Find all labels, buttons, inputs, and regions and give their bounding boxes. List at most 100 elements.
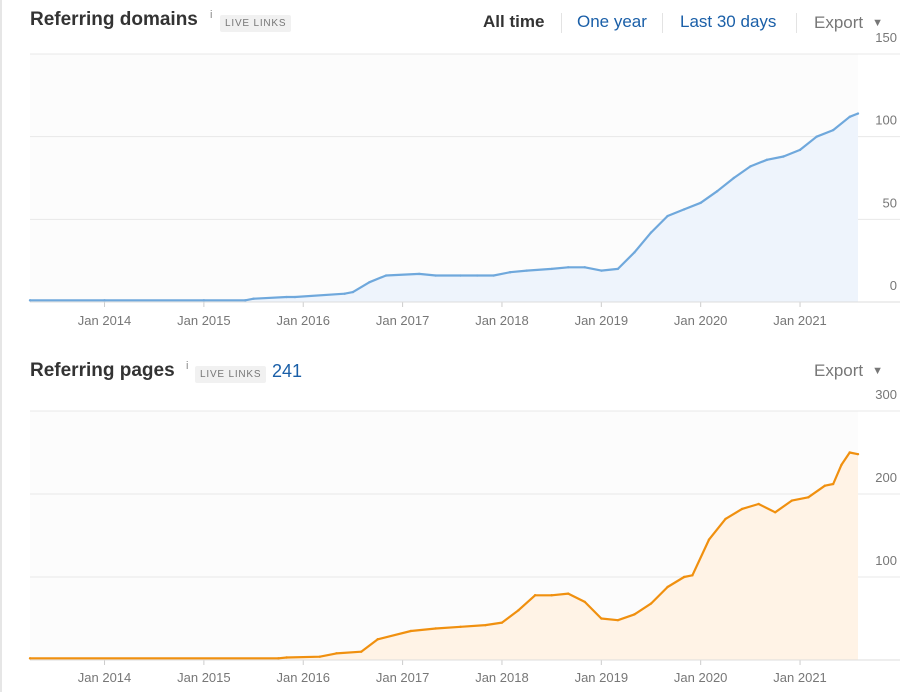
data-point bbox=[666, 585, 669, 589]
tab-divider bbox=[561, 13, 562, 33]
y-tick-label: 100 bbox=[875, 113, 897, 128]
data-point bbox=[666, 214, 669, 218]
data-point bbox=[732, 176, 735, 180]
y-tick-label: 200 bbox=[875, 470, 897, 485]
data-point bbox=[691, 574, 694, 577]
referring-domains-title: Referring domains bbox=[30, 9, 198, 30]
data-point bbox=[492, 274, 495, 277]
data-point bbox=[848, 451, 851, 454]
data-point bbox=[500, 621, 504, 624]
series-line bbox=[30, 451, 859, 660]
data-point bbox=[774, 511, 777, 514]
data-point bbox=[707, 538, 711, 541]
chevron-down-icon: ▼ bbox=[872, 17, 884, 29]
data-point bbox=[525, 269, 528, 272]
data-point bbox=[724, 517, 727, 521]
tab-divider bbox=[662, 13, 663, 33]
x-tick-label: Jan 2017 bbox=[376, 670, 430, 685]
tab-one-year[interactable]: One year bbox=[577, 12, 647, 31]
x-tick-label: Jan 2017 bbox=[376, 313, 430, 328]
x-tick-label: Jan 2019 bbox=[575, 670, 629, 685]
x-tick-label: Jan 2019 bbox=[575, 313, 629, 328]
x-tick-label: Jan 2018 bbox=[475, 670, 529, 685]
data-point bbox=[567, 592, 570, 595]
domains-info-icon[interactable]: i bbox=[210, 9, 213, 21]
domains-live-links-badge: LIVE LINKS bbox=[220, 15, 292, 32]
referring-pages-count: 241 bbox=[272, 361, 303, 381]
data-point bbox=[244, 299, 247, 302]
data-point bbox=[682, 575, 686, 579]
data-point bbox=[831, 128, 835, 132]
data-point bbox=[616, 267, 620, 271]
data-point bbox=[360, 650, 363, 653]
data-point bbox=[434, 627, 437, 630]
data-point bbox=[765, 158, 769, 162]
referring-pages-chart: 100 200 300 Jan 2014 Jan 2015 Jan 2016 Jan 201… bbox=[28, 387, 900, 685]
data-point bbox=[277, 657, 280, 660]
x-tick-label: Jan 2016 bbox=[276, 313, 330, 328]
referring-domains-chart: 0 50 100 150 Jan 2014 Jan 2015 Jan 2016 Jan 201… bbox=[28, 30, 900, 328]
data-point bbox=[28, 299, 32, 302]
pages-info-icon[interactable]: i bbox=[186, 360, 189, 372]
data-point bbox=[28, 657, 32, 660]
data-point bbox=[840, 463, 843, 467]
data-point bbox=[533, 594, 537, 597]
data-point bbox=[252, 297, 255, 300]
y-tick-label: 50 bbox=[883, 195, 897, 210]
data-point bbox=[616, 618, 620, 622]
data-point bbox=[550, 267, 553, 271]
data-point bbox=[459, 274, 462, 277]
data-point bbox=[517, 609, 520, 612]
x-tick-label: Jan 2014 bbox=[78, 313, 132, 328]
data-point bbox=[475, 274, 479, 277]
y-tick-label: 150 bbox=[875, 30, 897, 45]
data-point bbox=[417, 272, 421, 276]
x-tick-label: Jan 2014 bbox=[78, 670, 132, 685]
data-point bbox=[103, 299, 106, 302]
data-point bbox=[285, 295, 288, 299]
data-point bbox=[823, 484, 827, 487]
data-point bbox=[699, 201, 702, 204]
data-point bbox=[600, 269, 603, 272]
x-tick-label: Jan 2016 bbox=[276, 670, 330, 685]
export-label: Export bbox=[814, 361, 864, 380]
x-tick-label: Jan 2018 bbox=[475, 313, 529, 328]
x-tick-label: Jan 2021 bbox=[773, 313, 827, 328]
x-tick-label: Jan 2021 bbox=[773, 670, 827, 685]
data-point bbox=[856, 112, 860, 115]
data-point bbox=[202, 299, 206, 302]
data-point bbox=[782, 155, 785, 158]
data-point bbox=[409, 629, 413, 633]
data-point bbox=[343, 292, 346, 295]
data-point bbox=[790, 499, 793, 502]
data-point bbox=[740, 507, 744, 511]
left-border bbox=[0, 0, 2, 692]
data-point bbox=[633, 613, 636, 616]
data-point bbox=[434, 274, 437, 277]
data-point bbox=[815, 135, 818, 138]
data-point bbox=[351, 290, 355, 294]
x-tick-label: Jan 2015 bbox=[177, 670, 231, 685]
chevron-down-icon: ▼ bbox=[872, 365, 884, 377]
data-point bbox=[509, 271, 512, 274]
export-label: Export bbox=[814, 13, 864, 32]
data-point bbox=[583, 266, 586, 269]
pages-export-button[interactable]: Export ▼ bbox=[814, 361, 883, 381]
data-point bbox=[459, 625, 462, 628]
tab-all-time[interactable]: All time bbox=[483, 12, 545, 31]
data-point bbox=[633, 251, 636, 254]
data-point bbox=[550, 594, 553, 597]
tab-last-30-days[interactable]: Last 30 days bbox=[680, 12, 777, 31]
data-point bbox=[798, 148, 802, 152]
data-point bbox=[600, 617, 603, 620]
data-point bbox=[807, 496, 810, 499]
data-point bbox=[384, 274, 388, 277]
data-point bbox=[749, 165, 752, 168]
data-point bbox=[649, 231, 653, 234]
domains-export-button[interactable]: Export ▼ bbox=[814, 13, 883, 33]
x-tick-label: Jan 2020 bbox=[674, 670, 728, 685]
data-point bbox=[583, 600, 586, 604]
data-point bbox=[682, 208, 686, 211]
data-point bbox=[716, 190, 719, 193]
data-point bbox=[318, 655, 321, 658]
